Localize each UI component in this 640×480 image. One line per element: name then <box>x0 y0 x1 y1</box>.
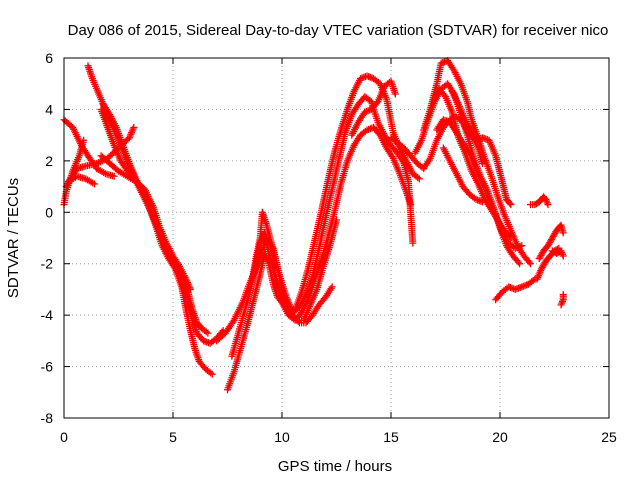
y-tick-label: 6 <box>45 50 53 66</box>
data-point <box>91 180 99 188</box>
data-point <box>142 191 150 199</box>
data-point <box>525 258 533 266</box>
data-point <box>516 260 524 268</box>
data-point <box>110 172 118 180</box>
data-point <box>414 174 422 182</box>
series-track-x <box>533 244 563 283</box>
data-point <box>204 329 212 337</box>
x-axis-label: GPS time / hours <box>278 458 392 475</box>
y-tick-label: -4 <box>41 307 54 323</box>
series-track-r <box>420 57 535 268</box>
chart-title: Day 086 of 2015, Sidereal Day-to-day VTE… <box>68 22 609 39</box>
series-track-d <box>64 172 99 188</box>
data-point <box>559 252 567 260</box>
data-point <box>391 90 399 98</box>
series-track-h <box>97 105 179 268</box>
data-point <box>514 258 522 266</box>
x-tick-label: 5 <box>169 429 177 445</box>
series-track-b <box>60 116 118 180</box>
data-point <box>202 328 210 336</box>
data-point <box>559 229 567 237</box>
x-tick-label: 10 <box>274 429 290 445</box>
data-point <box>207 369 215 377</box>
data-point <box>507 234 515 242</box>
series-track-u <box>435 85 515 242</box>
data-point <box>518 242 526 250</box>
x-tick-label: 0 <box>60 429 68 445</box>
data-point <box>506 232 514 240</box>
series-track-aa <box>527 193 552 209</box>
data-point <box>558 299 566 307</box>
series-track-i <box>162 247 212 337</box>
y-tick-label: -2 <box>41 256 54 272</box>
data-point <box>559 291 567 299</box>
y-axis-label: SDTVAR / TECUs <box>5 178 22 298</box>
data-point <box>558 297 566 305</box>
data-point <box>208 370 216 378</box>
data-point <box>506 199 514 207</box>
y-tick-label: 4 <box>45 101 53 117</box>
data-point <box>479 159 487 167</box>
data-point <box>527 260 535 268</box>
data-point <box>415 175 423 183</box>
data-point <box>130 123 138 131</box>
data-point <box>507 201 515 209</box>
data-points <box>60 57 567 394</box>
y-tick-label: 2 <box>45 153 53 169</box>
tick-labels: 0 5 10 15 20 25 -8 -6 -4 -2 0 2 4 6 <box>41 50 617 445</box>
series-track-ab <box>557 291 567 309</box>
data-point <box>328 283 336 291</box>
data-point <box>407 201 415 209</box>
series-track-n <box>271 123 415 324</box>
series-track-l <box>228 93 417 360</box>
data-point <box>529 276 537 284</box>
series-track-z <box>548 247 567 260</box>
series-track-s <box>448 87 487 167</box>
grid-lines <box>64 58 609 418</box>
data-point <box>409 239 417 247</box>
y-tick-label: -8 <box>41 410 54 426</box>
series-track-v <box>439 144 487 206</box>
plot-frame <box>63 57 610 419</box>
y-tick-label: 0 <box>45 204 53 220</box>
x-tick-label: 20 <box>492 429 508 445</box>
axis-ticks <box>63 57 610 419</box>
series-track-o <box>348 77 399 139</box>
series-track-y <box>535 221 567 263</box>
y-tick-label: -6 <box>41 359 54 375</box>
data-point <box>544 201 552 209</box>
x-tick-label: 15 <box>383 429 399 445</box>
series-track-w <box>492 275 539 304</box>
x-tick-label: 25 <box>601 429 617 445</box>
data-point <box>479 198 487 206</box>
